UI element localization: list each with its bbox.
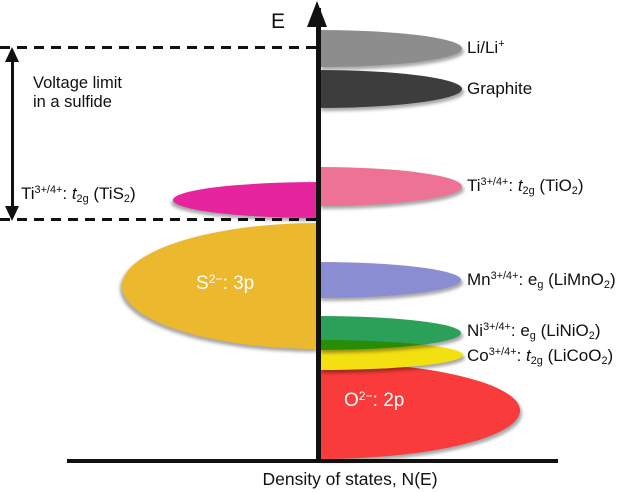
band-tio2 xyxy=(319,167,462,206)
voltage-limit-label: Voltage limit in a sulfide xyxy=(33,74,173,112)
band-label-licoo2: Co3+/4+: t2g (LiCoO2) xyxy=(467,346,614,368)
band-label-s3p: S2−: 3p xyxy=(196,271,255,294)
voltage-arrow-up-head-icon xyxy=(5,47,19,62)
dos-axis xyxy=(67,459,558,463)
band-limno2 xyxy=(319,262,461,298)
voltage-arrow-down-head-icon xyxy=(5,206,19,221)
band-label-graphite: Graphite xyxy=(467,79,533,98)
dashed-line-li-level xyxy=(0,46,317,49)
band-li-li xyxy=(319,30,462,67)
band-label-tio2: Ti3+/4+: t2g (TiO2) xyxy=(467,176,584,198)
voltage-limit-line1: Voltage limit xyxy=(33,74,122,92)
band-label-o2p: O2−: 2p xyxy=(344,388,405,411)
band-label-linio2: Ni3+/4+: eg (LiNiO2) xyxy=(467,321,601,343)
voltage-limit-line2: in a sulfide xyxy=(33,93,112,111)
band-label-tis2: Ti3+/4+: t2g (TiS2) xyxy=(21,184,136,206)
band-linio2 xyxy=(319,316,461,350)
dos-axis-label: Density of states, N(E) xyxy=(262,469,438,489)
band-tis2 xyxy=(173,182,319,218)
dashed-line-sulfide-limit xyxy=(0,218,317,221)
energy-axis xyxy=(316,8,321,462)
band-label-li-li: Li/Li+ xyxy=(467,38,505,57)
band-label-limno2: Mn3+/4+: eg (LiMnO2) xyxy=(467,270,616,292)
band-graphite xyxy=(319,70,462,108)
energy-axis-label: E xyxy=(271,10,286,33)
voltage-arrow-line xyxy=(11,58,14,212)
